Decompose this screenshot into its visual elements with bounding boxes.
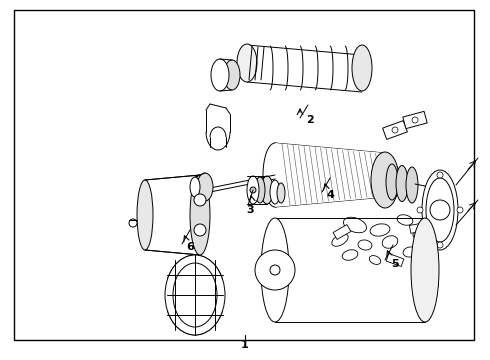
Text: 5: 5 [391, 259, 399, 269]
Ellipse shape [358, 240, 372, 250]
Ellipse shape [190, 175, 210, 255]
Circle shape [412, 117, 418, 123]
Circle shape [437, 242, 443, 248]
Circle shape [255, 250, 295, 290]
Ellipse shape [406, 167, 418, 203]
Ellipse shape [426, 178, 454, 242]
Polygon shape [410, 223, 427, 233]
Circle shape [270, 265, 280, 275]
Ellipse shape [197, 173, 213, 201]
Ellipse shape [255, 177, 265, 203]
Circle shape [417, 207, 423, 213]
Circle shape [430, 200, 450, 220]
Ellipse shape [270, 180, 280, 204]
Ellipse shape [263, 143, 287, 207]
Ellipse shape [396, 166, 408, 202]
Ellipse shape [137, 180, 153, 250]
Ellipse shape [211, 59, 229, 91]
Ellipse shape [224, 60, 240, 90]
Circle shape [250, 187, 256, 193]
Circle shape [129, 219, 137, 227]
Ellipse shape [424, 244, 436, 252]
Ellipse shape [277, 183, 285, 203]
Ellipse shape [371, 152, 399, 208]
Polygon shape [386, 253, 404, 266]
Ellipse shape [422, 170, 458, 250]
Ellipse shape [411, 218, 439, 322]
Ellipse shape [370, 224, 390, 236]
Polygon shape [275, 218, 425, 322]
Polygon shape [275, 143, 385, 207]
Ellipse shape [261, 218, 289, 322]
Text: 6: 6 [186, 242, 194, 252]
Ellipse shape [403, 247, 417, 257]
Circle shape [437, 172, 443, 178]
Polygon shape [333, 225, 351, 239]
Ellipse shape [413, 230, 427, 240]
Ellipse shape [261, 176, 273, 204]
Ellipse shape [369, 256, 381, 265]
Ellipse shape [190, 177, 200, 197]
Ellipse shape [386, 164, 398, 200]
Ellipse shape [173, 263, 217, 327]
Ellipse shape [165, 255, 225, 335]
Ellipse shape [237, 44, 257, 82]
Polygon shape [145, 175, 200, 255]
Text: 1: 1 [241, 340, 249, 350]
Circle shape [194, 194, 206, 206]
Ellipse shape [343, 217, 367, 233]
Text: 2: 2 [306, 115, 314, 125]
Ellipse shape [382, 236, 398, 248]
Ellipse shape [342, 250, 358, 260]
Polygon shape [383, 121, 407, 139]
Ellipse shape [397, 215, 413, 225]
Circle shape [457, 207, 463, 213]
Circle shape [392, 127, 398, 133]
Ellipse shape [332, 234, 348, 246]
Text: 3: 3 [246, 205, 254, 215]
Ellipse shape [352, 45, 372, 91]
Text: 4: 4 [326, 190, 334, 200]
Polygon shape [403, 111, 427, 129]
Circle shape [194, 224, 206, 236]
Ellipse shape [247, 176, 259, 204]
